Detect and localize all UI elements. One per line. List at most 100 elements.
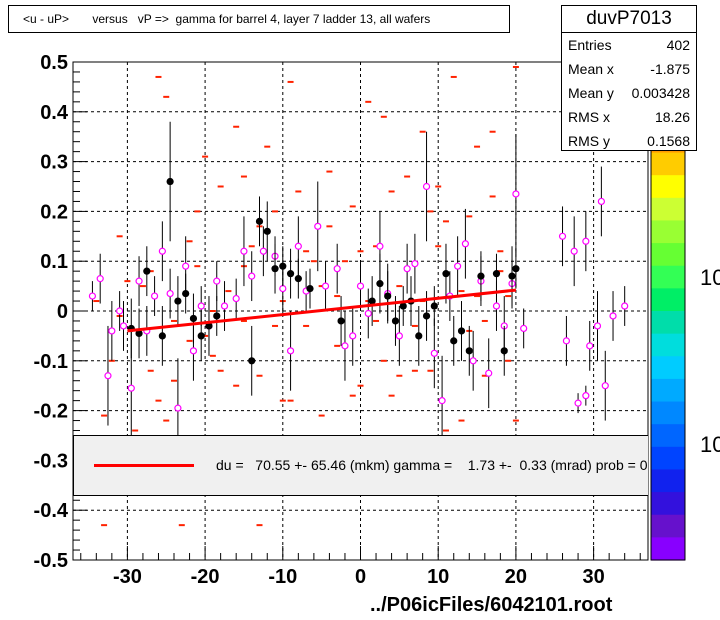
profile-point-filled — [205, 322, 213, 330]
profile-point-filled — [135, 329, 143, 338]
profile-point-filled — [376, 280, 384, 288]
profile-point-open — [294, 242, 302, 250]
fit-legend-text: du = 70.55 +- 65.46 (mkm) gamma = 1.73 +… — [216, 457, 648, 473]
profile-point-open — [422, 182, 431, 191]
profile-point-filled — [430, 302, 438, 310]
profile-point-open — [582, 237, 590, 245]
profile-point-open — [621, 302, 629, 310]
profile-point-filled — [422, 312, 431, 320]
profile-point-open — [119, 322, 128, 330]
profile-point-open — [454, 262, 462, 270]
y-tick-label: 0.5 — [40, 52, 68, 74]
profile-point-filled — [294, 275, 302, 283]
profile-point-open — [609, 312, 617, 320]
profile-point-filled — [174, 297, 182, 305]
scatter-markers — [93, 65, 519, 527]
profile-point-open — [492, 302, 501, 310]
profile-point-filled — [255, 217, 264, 225]
profile-point-filled — [182, 289, 190, 298]
x-tick-label: 30 — [582, 566, 604, 588]
profile-point-filled — [166, 177, 174, 186]
profile-point-filled — [477, 272, 485, 280]
palette-swatch — [651, 152, 685, 176]
y-tick-label: -0.3 — [34, 450, 68, 472]
stats-row-rms-x: RMS x 18.26 — [562, 105, 696, 129]
profile-point-filled — [457, 327, 466, 335]
profile-point-open — [597, 197, 605, 206]
profile-point-open — [395, 332, 403, 340]
fit-line — [127, 288, 517, 333]
profile-point-filled — [337, 317, 345, 325]
profile-point-filled — [286, 270, 295, 278]
profile-point-open — [150, 292, 159, 300]
x-tick-label: 20 — [505, 566, 527, 588]
profile-point-filled — [492, 270, 501, 278]
y-tick-label: 0.1 — [40, 251, 68, 273]
profile-point-open — [88, 292, 97, 300]
palette-swatch — [651, 424, 685, 448]
stats-box: duvP7013 Entries 402 Mean x -1.875 Mean … — [561, 5, 697, 151]
profile-point-open — [127, 384, 135, 392]
profile-point-open — [197, 302, 205, 310]
profile-point-open — [259, 247, 267, 255]
palette-swatch — [651, 311, 685, 335]
profile-points — [88, 121, 629, 458]
stats-value: 0.1568 — [647, 133, 690, 149]
palette-swatch — [651, 243, 685, 267]
fit-line-segment — [127, 288, 517, 333]
palette-swatch — [651, 333, 685, 357]
profile-point-open — [213, 277, 221, 285]
stats-label: RMS x — [568, 109, 610, 125]
profile-point-filled — [271, 265, 279, 273]
profile-point-open — [174, 404, 182, 412]
profile-point-filled — [415, 332, 423, 340]
palette-swatch — [651, 492, 685, 516]
fit-legend: du = 70.55 +- 65.46 (mkm) gamma = 1.73 +… — [73, 435, 648, 496]
y-tick-label: 0.2 — [40, 201, 68, 223]
palette-swatch — [651, 469, 685, 493]
profile-point-open — [512, 190, 520, 198]
profile-point-open — [403, 265, 411, 273]
profile-point-open — [166, 289, 174, 298]
stats-label: Entries — [568, 37, 612, 53]
palette-label-upper: 10 — [700, 265, 720, 290]
profile-point-open — [593, 322, 602, 330]
profile-point-open — [582, 392, 590, 400]
y-tick-label: 0.3 — [40, 152, 68, 174]
profile-point-open — [349, 332, 357, 340]
profile-point-open — [520, 324, 528, 333]
profile-point-open — [158, 247, 166, 255]
profile-point-filled — [442, 270, 450, 278]
profile-point-filled — [306, 284, 314, 293]
profile-point-open — [586, 342, 594, 350]
palette-swatch — [651, 175, 685, 199]
palette-swatch — [651, 446, 685, 471]
stats-label: Mean x — [568, 61, 614, 77]
palette-swatch — [651, 197, 685, 222]
stats-row-entries: Entries 402 — [562, 33, 696, 57]
y-tick-label: -0.5 — [34, 550, 68, 572]
x-tick-label: 0 — [355, 566, 366, 588]
profile-point-open — [135, 277, 143, 285]
profile-point-filled — [213, 312, 221, 320]
palette-swatch — [651, 356, 685, 380]
profile-point-filled — [263, 227, 271, 235]
profile-point-open — [116, 307, 124, 315]
profile-point-open — [220, 302, 229, 310]
profile-point-open — [286, 347, 295, 355]
y-tick-label: -0.2 — [34, 401, 68, 423]
profile-point-open — [562, 337, 571, 345]
profile-point-open — [108, 327, 116, 335]
profile-point-filled — [384, 292, 392, 300]
profile-point-filled — [512, 265, 520, 273]
fit-legend-line — [94, 464, 194, 467]
y-tick-label: 0.4 — [40, 102, 69, 124]
y-tick-label: -0.1 — [34, 351, 68, 373]
profile-point-open — [356, 282, 365, 290]
profile-point-open — [438, 397, 446, 405]
profile-point-open — [411, 260, 419, 268]
profile-point-open — [461, 240, 469, 248]
x-tick-label: -10 — [268, 566, 297, 588]
profile-point-filled — [368, 297, 376, 305]
x-tick-label: 10 — [427, 566, 449, 588]
